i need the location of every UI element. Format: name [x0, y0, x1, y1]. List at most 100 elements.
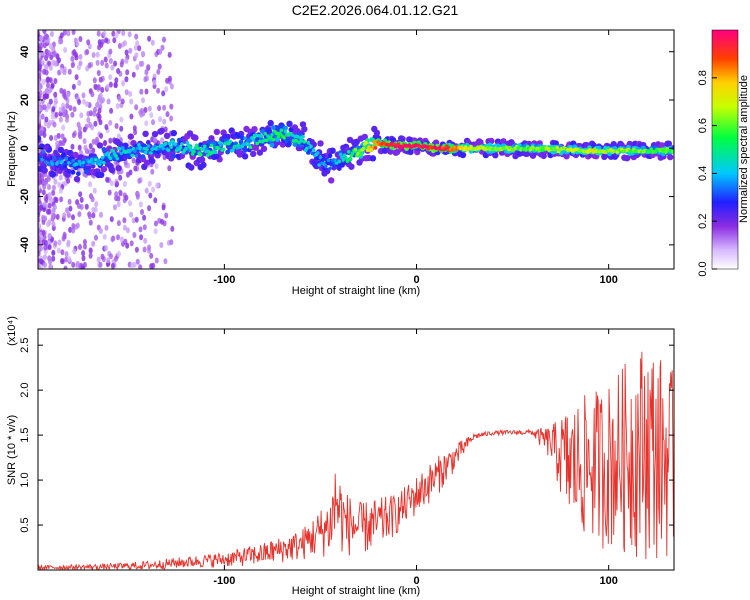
spectrogram-noise-cell: [67, 68, 72, 75]
spectrogram-noise-cell: [139, 88, 144, 95]
spectrogram-noise-cell: [122, 224, 127, 231]
spectrogram-noise-cell: [51, 189, 56, 196]
spectrogram-band-cell: [83, 157, 87, 162]
spectrogram-band-cell: [38, 135, 42, 142]
spectrogram-noise-cell: [88, 143, 93, 150]
spectrogram-band-cell: [305, 146, 309, 151]
spectrogram-noise-cell: [96, 84, 101, 91]
spectrogram-noise-cell: [71, 30, 76, 35]
spectrogram-noise-cell: [144, 187, 149, 194]
spectrogram-noise-cell: [58, 116, 63, 123]
spectrogram-noise-cell: [110, 236, 115, 243]
spectrogram-noise-cell: [67, 212, 71, 219]
spectrogram-noise-cell: [139, 107, 144, 114]
spectrogram-noise-cell: [87, 213, 92, 220]
spectrogram-x-tick-label: -100: [213, 274, 235, 286]
spectrogram-band-cell: [623, 155, 631, 162]
spectrogram-band-cell: [208, 152, 212, 156]
spectrogram-noise-cell: [91, 240, 96, 247]
spectrogram-noise-cell: [67, 198, 72, 205]
spectrogram-y-axis-label: Frequency (Hz): [6, 111, 18, 187]
spectrogram-noise-cell: [124, 49, 129, 56]
snr-frame: [37, 328, 675, 571]
spectrogram-band-cell: [665, 140, 672, 147]
spectrogram-noise-cell: [167, 165, 172, 172]
spectrogram-band-cell: [369, 155, 377, 162]
spectrogram-noise-cell: [74, 74, 79, 81]
spectrogram-noise-cell: [96, 70, 101, 76]
spectrogram-band-cell: [671, 150, 674, 154]
spectrogram-noise-cell: [147, 180, 152, 187]
colorbar-ticks: 0.0 0.2 0.4 0.6 0.8: [697, 70, 717, 277]
spectrogram-noise-cell: [87, 62, 92, 69]
spectrogram-noise-cell: [46, 82, 50, 89]
spectrogram-noise-cell: [70, 143, 75, 150]
spectrogram-noise-cell: [46, 221, 51, 228]
spectrogram-panel: -100 0 100 -40 -20 0 20 40 Height of straight l…: [6, 29, 675, 297]
spectrogram-band-cell: [254, 133, 258, 137]
spectrogram-noise-cell: [96, 30, 101, 37]
spectrogram-band-cell: [111, 149, 116, 153]
spectrogram-band-cell: [344, 156, 348, 160]
spectrogram-noise-cell: [51, 221, 56, 228]
spectrogram-band-cell: [326, 158, 331, 163]
spectrogram-noise-cell: [140, 50, 145, 57]
spectrogram-noise-cell: [109, 253, 113, 260]
spectrogram-band-cell: [76, 171, 81, 177]
spectrogram-noise-cell: [92, 77, 97, 84]
spectrogram-noise-cell: [162, 36, 166, 43]
spectrogram-noise-cell: [72, 106, 77, 113]
spectrogram-noise-cell: [77, 125, 82, 132]
spectrogram-band-cell: [555, 145, 559, 150]
spectrogram-noise-cell: [54, 197, 59, 203]
spectrogram-noise-cell: [125, 242, 130, 249]
spectrogram-noise-cell: [100, 253, 105, 260]
spectrogram-band-cell: [269, 142, 275, 148]
spectrogram-noise-cell: [108, 137, 113, 144]
spectrogram-noise-cell: [152, 79, 157, 86]
spectrogram-noise-cell: [66, 91, 71, 98]
spectrogram-band-cell: [133, 149, 137, 153]
spectrogram-band-cell: [258, 139, 262, 144]
spectrogram-noise-cell: [164, 86, 169, 93]
spectrogram-band-cell: [192, 149, 196, 154]
spectrogram-band-cell: [295, 134, 300, 139]
spectrogram-band-cell: [108, 166, 116, 174]
spectrogram-noise-cell: [88, 247, 93, 254]
spectrogram-band-cell: [364, 140, 369, 145]
spectrogram-band-cell: [188, 145, 192, 149]
spectrogram-band-cell: [336, 166, 342, 171]
spectrogram-noise-cell: [104, 62, 109, 69]
spectrogram-noise-cell: [144, 69, 149, 76]
spectrogram-noise-cell: [114, 32, 119, 39]
spectrogram-band-cell: [610, 141, 617, 148]
spectrogram-band-cell: [321, 158, 325, 162]
spectrogram-noise-cell: [43, 64, 48, 70]
spectrogram-band-cell: [136, 153, 142, 159]
spectrogram-noise-cell: [124, 89, 129, 96]
spectrogram-band-cell: [286, 120, 293, 128]
spectrogram-band-cell: [372, 139, 377, 144]
spectrogram-band-cell: [323, 170, 329, 175]
spectrogram-noise-cell: [102, 233, 107, 240]
spectrogram-noise-cell: [88, 181, 93, 188]
spectrogram-noise-cell: [81, 255, 86, 262]
spectrogram-band-cell: [260, 145, 268, 152]
spectrogram-noise-cell: [99, 132, 104, 139]
spectrogram-band-cell: [213, 128, 221, 136]
spectrogram-noise-cell: [112, 37, 117, 44]
spectrogram-noise-cell: [138, 60, 143, 67]
spectrogram-band-cell: [189, 148, 194, 152]
spectrogram-noise-cell: [53, 60, 58, 67]
spectrogram-band-cell: [158, 127, 165, 135]
spectrogram-noise-cell: [51, 255, 56, 262]
spectrogram-band-cell: [205, 153, 210, 158]
spectrogram-band-cell: [345, 159, 350, 164]
spectrogram-band-cell: [55, 162, 59, 166]
spectrogram-noise-cell: [45, 88, 50, 95]
spectrogram-noise-cell: [70, 111, 75, 118]
spectrogram-band-cell: [275, 131, 280, 136]
spectrogram-band-cell: [41, 162, 46, 168]
spectrogram-noise-cell: [53, 178, 58, 185]
